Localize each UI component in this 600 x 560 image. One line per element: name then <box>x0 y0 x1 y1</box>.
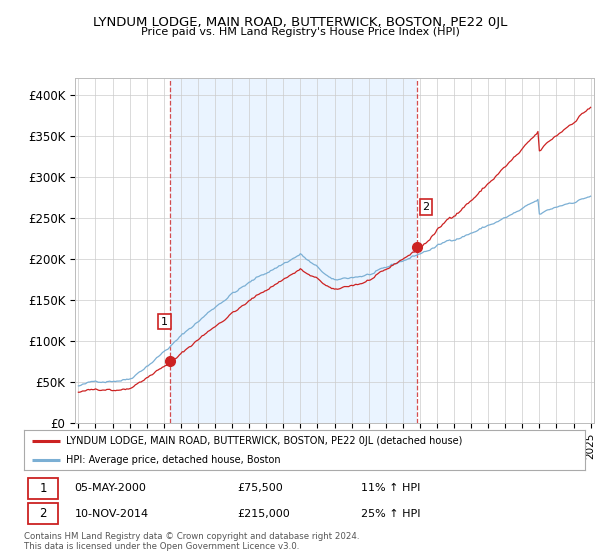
Text: LYNDUM LODGE, MAIN ROAD, BUTTERWICK, BOSTON, PE22 0JL (detached house): LYNDUM LODGE, MAIN ROAD, BUTTERWICK, BOS… <box>66 436 463 446</box>
Text: LYNDUM LODGE, MAIN ROAD, BUTTERWICK, BOSTON, PE22 0JL: LYNDUM LODGE, MAIN ROAD, BUTTERWICK, BOS… <box>93 16 507 29</box>
Text: 1: 1 <box>161 316 168 326</box>
Text: 10-NOV-2014: 10-NOV-2014 <box>74 508 149 519</box>
FancyBboxPatch shape <box>28 503 58 524</box>
Text: 25% ↑ HPI: 25% ↑ HPI <box>361 508 420 519</box>
Text: Price paid vs. HM Land Registry's House Price Index (HPI): Price paid vs. HM Land Registry's House … <box>140 27 460 37</box>
Text: £75,500: £75,500 <box>237 483 283 493</box>
Text: 1: 1 <box>40 482 47 494</box>
Text: 05-MAY-2000: 05-MAY-2000 <box>74 483 146 493</box>
FancyBboxPatch shape <box>28 478 58 499</box>
Text: Contains HM Land Registry data © Crown copyright and database right 2024.
This d: Contains HM Land Registry data © Crown c… <box>24 532 359 552</box>
Bar <box>170 78 418 423</box>
Text: 11% ↑ HPI: 11% ↑ HPI <box>361 483 420 493</box>
Text: £215,000: £215,000 <box>237 508 290 519</box>
Text: 2: 2 <box>40 507 47 520</box>
Text: HPI: Average price, detached house, Boston: HPI: Average price, detached house, Bost… <box>66 455 281 464</box>
Text: 2: 2 <box>422 202 430 212</box>
